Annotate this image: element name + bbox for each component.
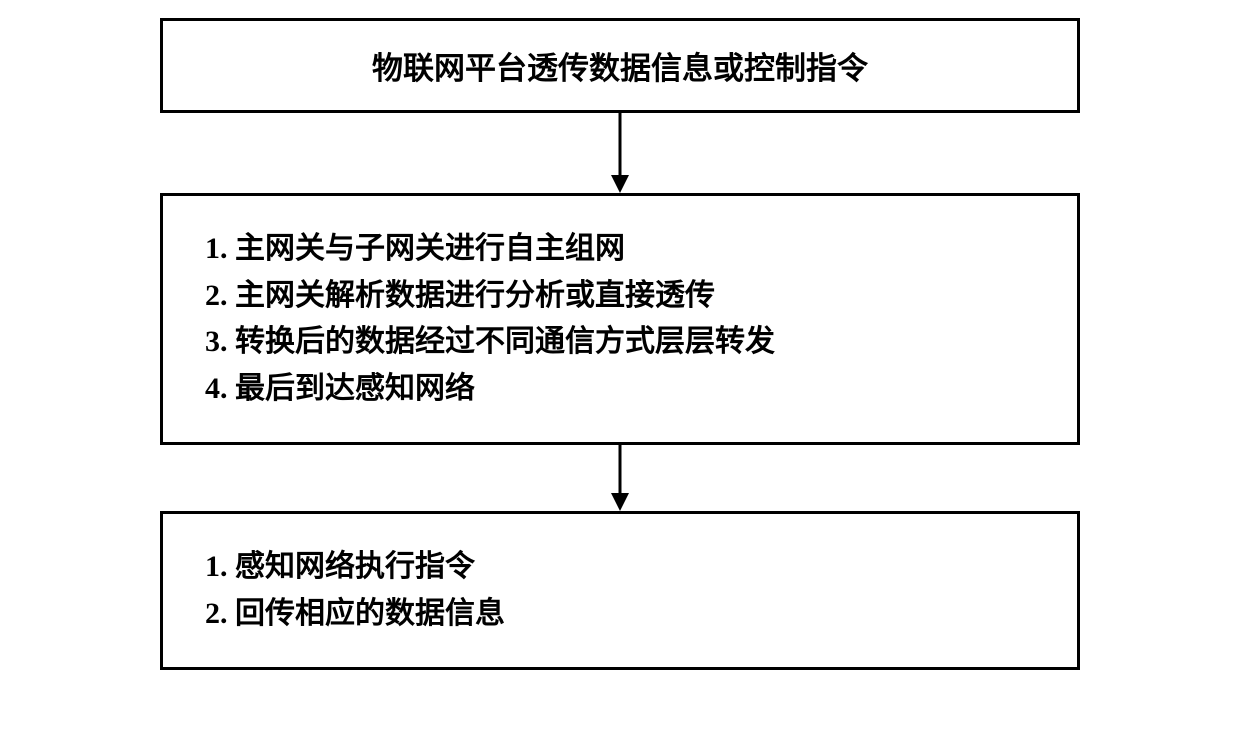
flow-box-1: 物联网平台透传数据信息或控制指令: [160, 18, 1080, 113]
arrow-down-icon: [600, 445, 640, 511]
flow-box-3-item-2: 2. 回传相应的数据信息: [205, 591, 1035, 638]
arrow-2: [600, 445, 640, 511]
flow-box-2-item-3: 3. 转换后的数据经过不同通信方式层层转发: [205, 319, 1035, 366]
flow-box-2-list: 1. 主网关与子网关进行自主组网 2. 主网关解析数据进行分析或直接透传 3. …: [163, 196, 1077, 442]
flow-box-2: 1. 主网关与子网关进行自主组网 2. 主网关解析数据进行分析或直接透传 3. …: [160, 193, 1080, 445]
arrow-1: [600, 113, 640, 193]
flow-box-2-item-2: 2. 主网关解析数据进行分析或直接透传: [205, 273, 1035, 320]
flow-box-3-list: 1. 感知网络执行指令 2. 回传相应的数据信息: [163, 514, 1077, 667]
arrow-down-icon: [600, 113, 640, 193]
flow-box-3-item-1: 1. 感知网络执行指令: [205, 544, 1035, 591]
flow-box-2-item-4: 4. 最后到达感知网络: [205, 366, 1035, 413]
flow-box-3: 1. 感知网络执行指令 2. 回传相应的数据信息: [160, 511, 1080, 670]
flow-box-2-item-1: 1. 主网关与子网关进行自主组网: [205, 226, 1035, 273]
flow-box-1-title: 物联网平台透传数据信息或控制指令: [163, 21, 1077, 110]
